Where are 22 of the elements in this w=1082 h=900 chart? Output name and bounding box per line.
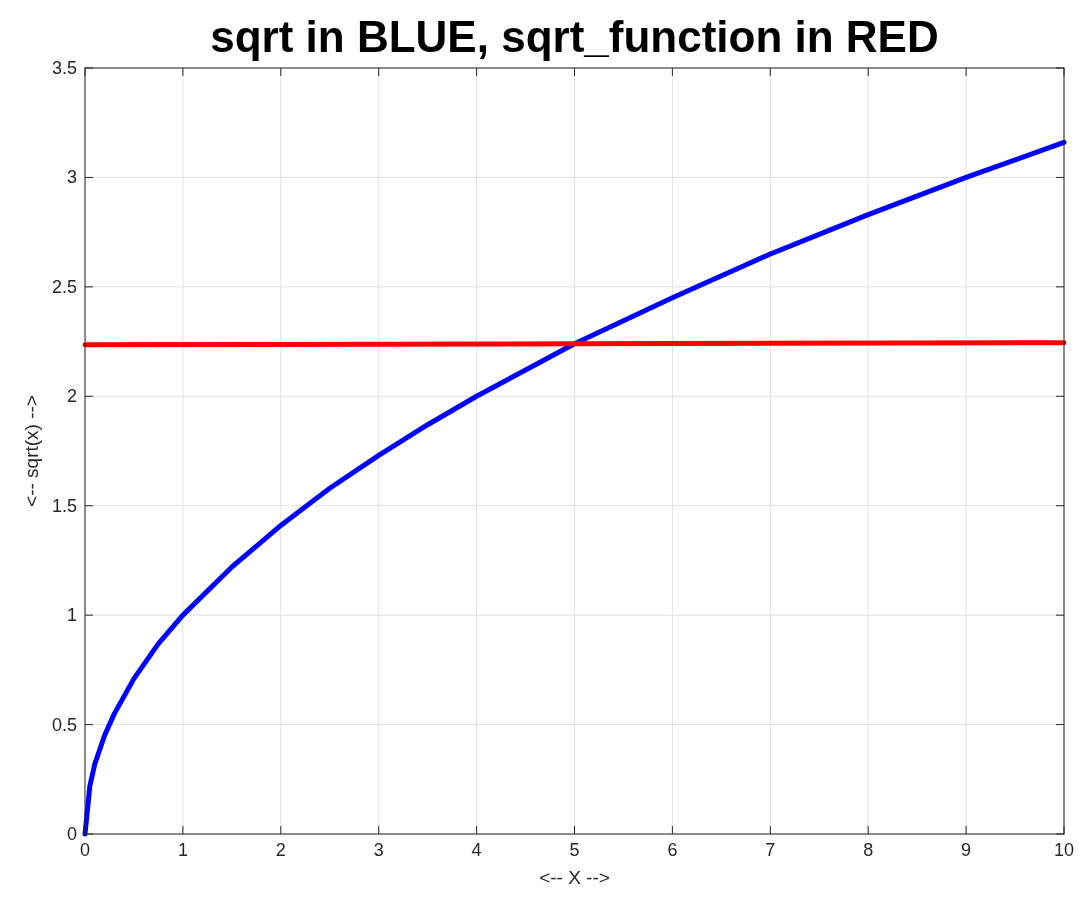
x-tick-label: 3 xyxy=(373,840,384,860)
y-tick-label: 0 xyxy=(66,824,77,844)
y-tick-label: 2.5 xyxy=(51,276,77,297)
x-tick-label: 0 xyxy=(79,840,91,860)
x-tick-label: 4 xyxy=(471,840,482,860)
x-tick-label: 5 xyxy=(569,840,580,860)
y-tick-label: 3 xyxy=(66,167,77,188)
x-tick-label: 9 xyxy=(961,840,972,860)
x-tick-label: 6 xyxy=(667,840,678,860)
y-tick-label: 1 xyxy=(66,605,77,626)
y-axis-title: <-- sqrt(x) --> xyxy=(21,395,42,507)
x-axis-title: <-- X --> xyxy=(539,867,610,888)
x-tick-label: 8 xyxy=(863,840,874,860)
y-tick-label: 1.5 xyxy=(51,495,77,516)
x-tick-label: 1 xyxy=(177,840,188,860)
x-tick-label: 10 xyxy=(1053,840,1075,860)
x-tick-label: 2 xyxy=(275,840,286,860)
y-tick-label: 2 xyxy=(66,386,77,407)
y-tick-label: 0.5 xyxy=(51,714,77,735)
chart-title: sqrt in BLUE, sqrt_function in RED xyxy=(210,12,939,61)
y-tick-label: 3.5 xyxy=(51,58,77,78)
x-tick-label: 7 xyxy=(765,840,776,860)
